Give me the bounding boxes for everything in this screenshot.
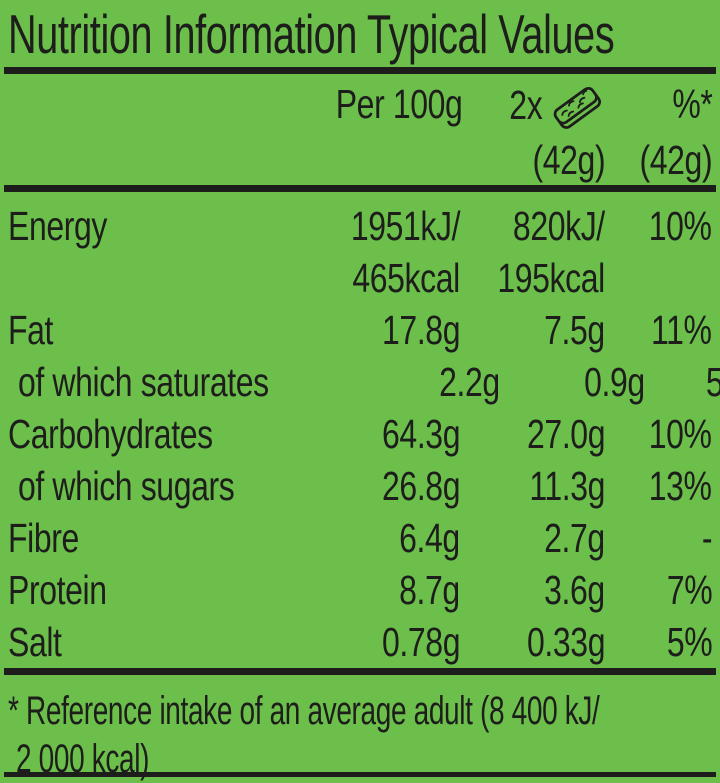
row-salt: Salt 0.78g 0.33g 5% — [8, 616, 712, 668]
header-spacer — [300, 135, 460, 185]
saturates-per-100g: 2.2g — [438, 359, 500, 405]
fibre-per-100g: 6.4g — [399, 515, 460, 561]
divider-bottom — [4, 772, 716, 777]
footnote: * Reference intake of an average adult (… — [8, 687, 712, 783]
sugars-label: of which sugars — [18, 463, 235, 509]
saturates-label: of which saturates — [18, 359, 269, 405]
row-fibre: Fibre 6.4g 2.7g - — [8, 512, 712, 564]
salt-label: Salt — [8, 619, 62, 665]
divider-above-footnote — [4, 668, 716, 675]
header-reference-intake-weight: (42g) — [639, 137, 712, 183]
carbohydrates-label: Carbohydrates — [8, 411, 213, 457]
header-per-2-bars: 2x — [460, 79, 605, 135]
table-header: Per 100g 2x %* (42g) — [8, 79, 713, 185]
energy-label: Energy — [8, 203, 107, 249]
carbohydrates-ri: 10% — [649, 411, 712, 457]
fat-per-100g: 17.8g — [381, 307, 460, 353]
protein-per-100g: 8.7g — [399, 567, 460, 613]
fat-per-2-bars: 7.5g — [544, 307, 605, 353]
row-sugars: of which sugars 26.8g 11.3g 13% — [8, 460, 712, 512]
header-per-100g: Per 100g — [335, 81, 463, 127]
sugars-ri: 13% — [649, 463, 712, 509]
energy-ri: 10% — [649, 203, 712, 249]
table-body: Energy 1951kJ/ 465kcal 820kJ/ 195kcal 10… — [8, 200, 720, 668]
carbohydrates-per-2-bars: 27.0g — [526, 411, 605, 457]
header-per-2-bars-weight: (42g) — [532, 137, 605, 183]
divider-under-title — [4, 67, 716, 74]
header-spacer — [8, 135, 300, 185]
cereal-bar-icon — [553, 86, 601, 129]
saturates-per-2-bars: 0.9g — [583, 359, 645, 405]
header-reference-intake: %* — [671, 81, 713, 127]
row-energy: Energy 1951kJ/ 465kcal 820kJ/ 195kcal 10… — [8, 200, 712, 304]
energy-per-100g: 1951kJ/ 465kcal — [350, 203, 461, 301]
energy-per-2-bars: 820kJ/ 195kcal — [497, 203, 605, 301]
row-protein: Protein 8.7g 3.6g 7% — [8, 564, 712, 616]
row-carbohydrates: Carbohydrates 64.3g 27.0g 10% — [8, 408, 712, 460]
page-title: Nutrition Information Typical Values — [8, 3, 615, 65]
salt-ri: 5% — [666, 619, 713, 665]
divider-under-header — [4, 185, 716, 192]
fibre-ri: - — [701, 515, 713, 561]
salt-per-100g: 0.78g — [381, 619, 460, 665]
row-saturates: of which saturates 2.2g 0.9g 5% — [8, 356, 720, 408]
carbohydrates-per-100g: 64.3g — [381, 411, 460, 457]
fibre-label: Fibre — [8, 515, 79, 561]
saturates-ri: 5% — [644, 356, 720, 408]
protein-ri: 7% — [666, 567, 713, 613]
sugars-per-100g: 26.8g — [381, 463, 460, 509]
protein-per-2-bars: 3.6g — [544, 567, 605, 613]
footnote-line-1: * Reference intake of an average adult (… — [8, 689, 600, 733]
header-spacer — [8, 79, 300, 135]
protein-label: Protein — [8, 567, 107, 613]
sugars-per-2-bars: 11.3g — [529, 463, 605, 509]
fibre-per-2-bars: 2.7g — [544, 515, 605, 561]
row-fat: Fat 17.8g 7.5g 11% — [8, 304, 712, 356]
fat-label: Fat — [8, 307, 54, 353]
salt-per-2-bars: 0.33g — [526, 619, 605, 665]
fat-ri: 11% — [651, 307, 713, 353]
